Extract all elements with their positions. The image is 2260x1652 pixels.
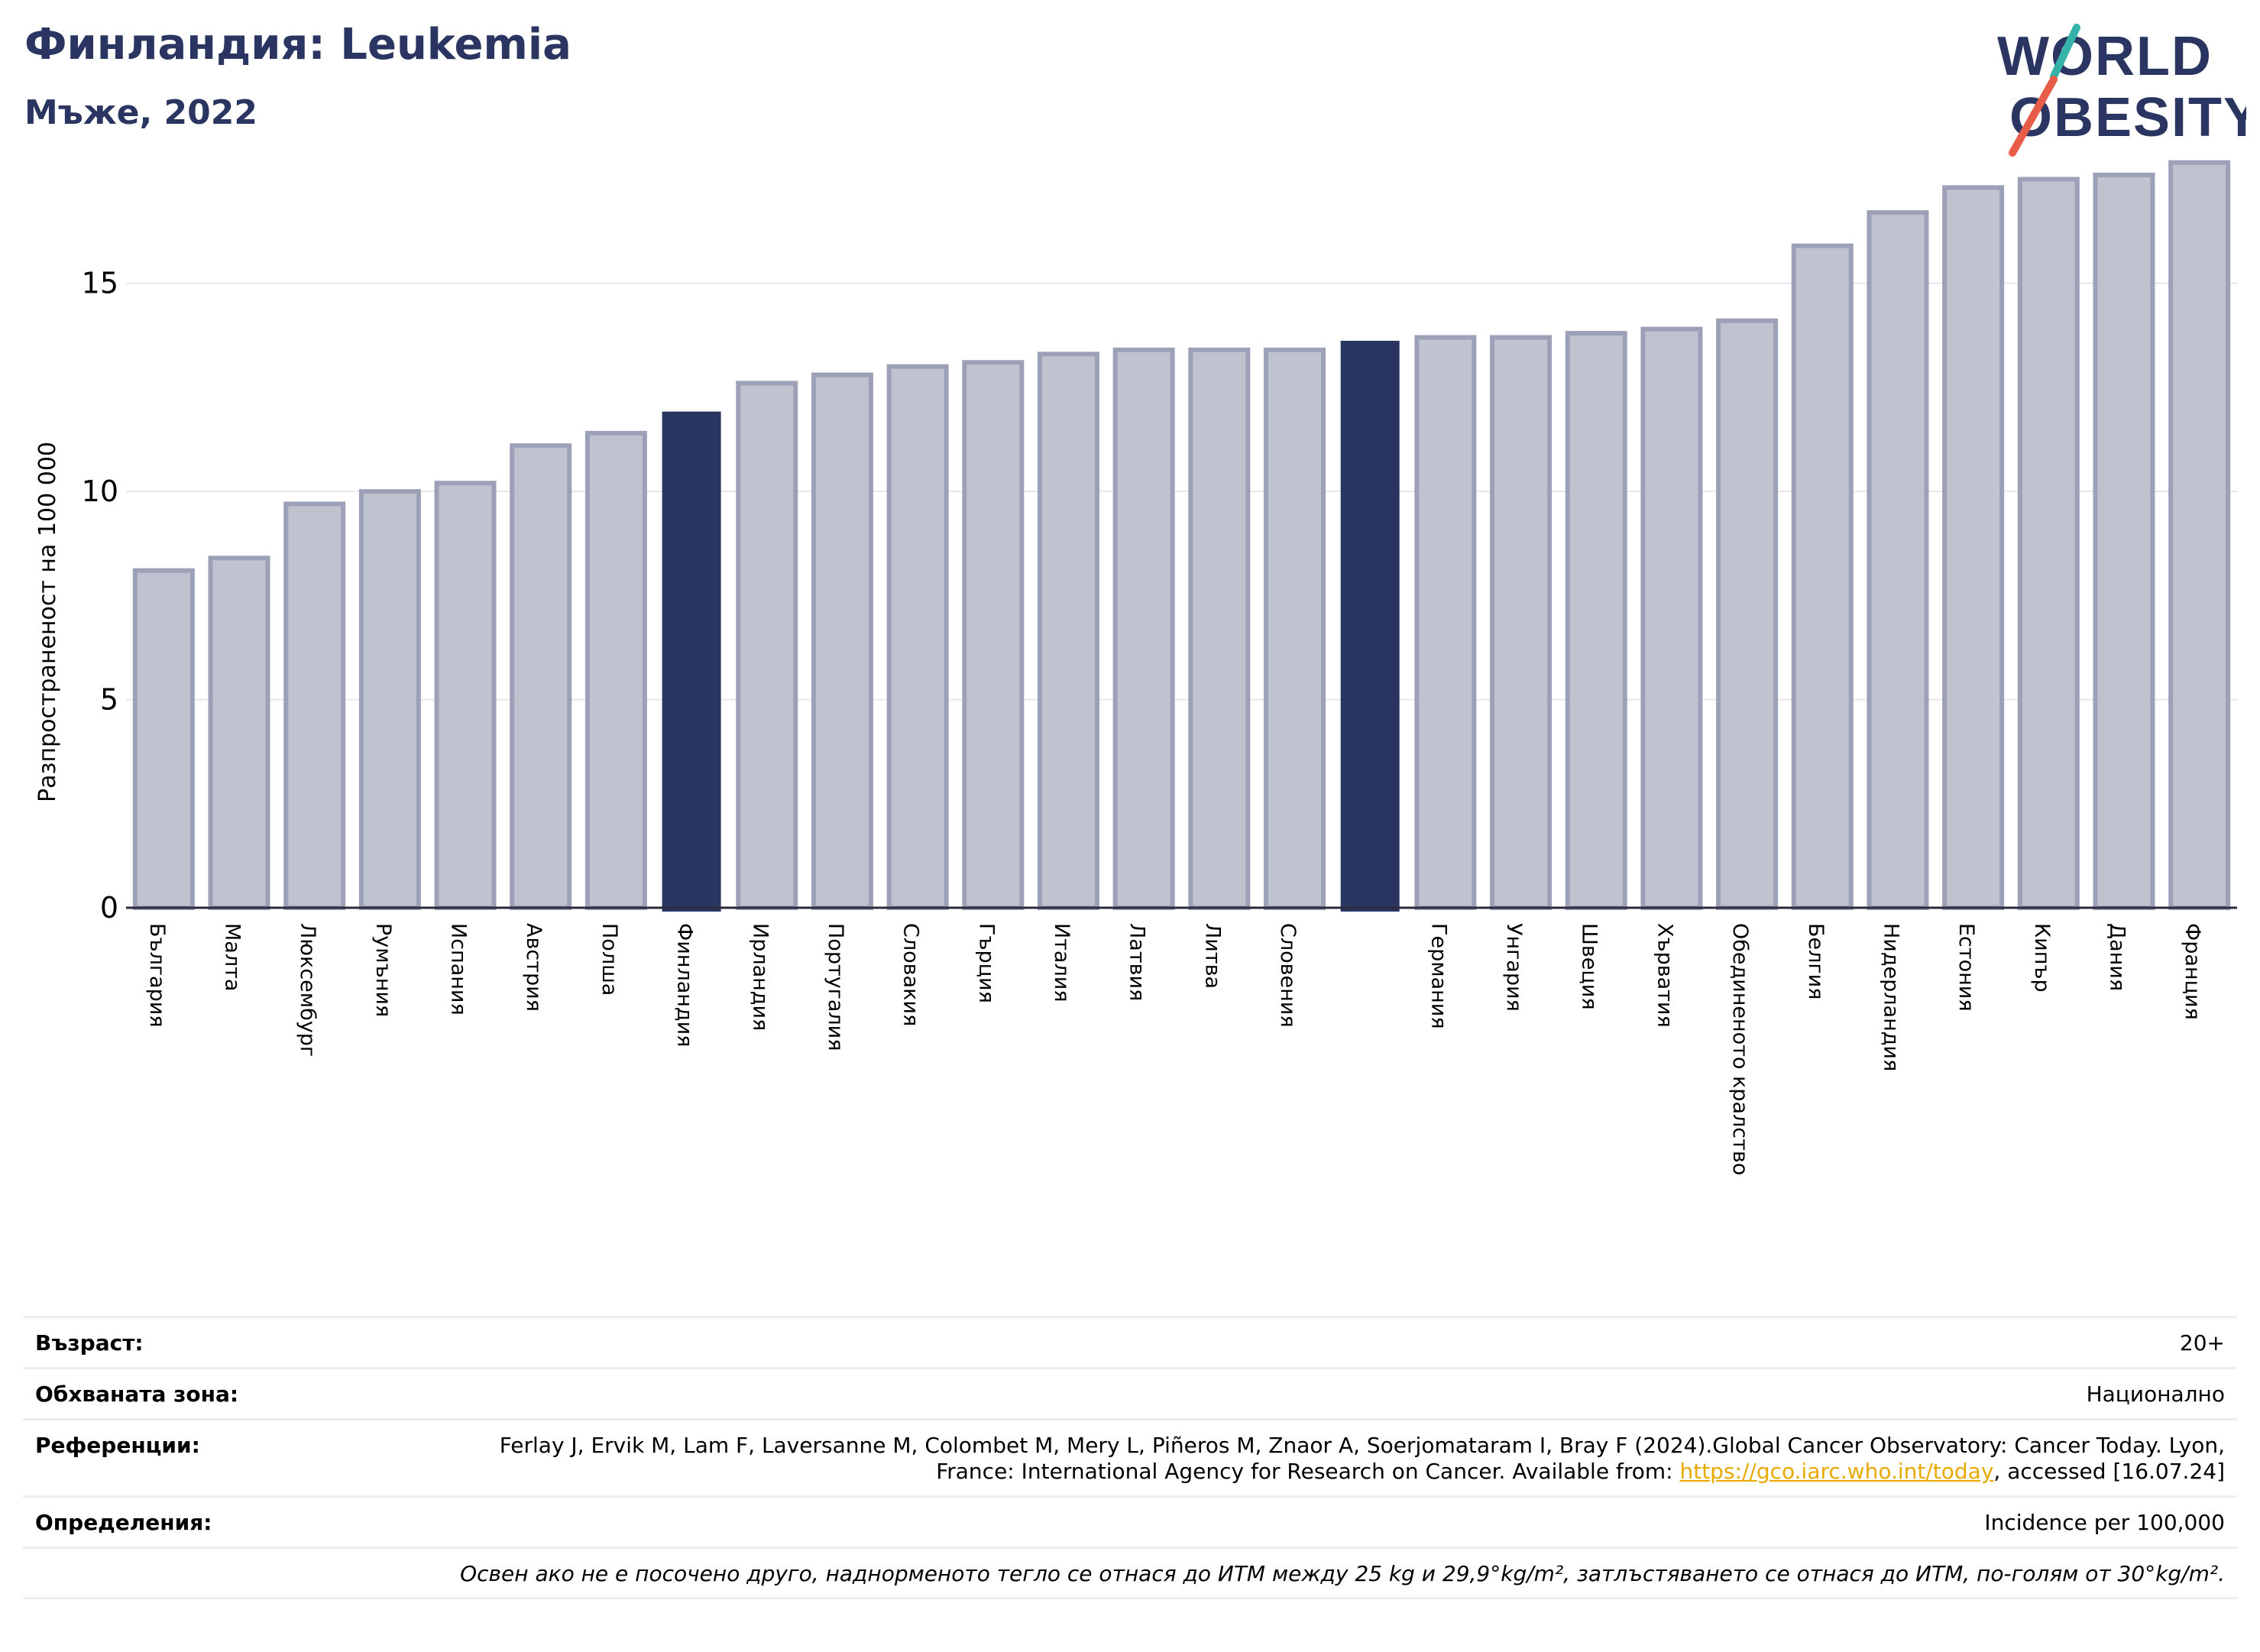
page-title: Финландия: Leukemia <box>24 20 571 70</box>
bar <box>1112 347 1175 910</box>
bar <box>283 501 346 910</box>
x-tick-label: Литва <box>1200 923 1224 989</box>
bar <box>1414 335 1477 910</box>
x-tick-label: Люксембург <box>296 923 319 1057</box>
bar <box>358 489 421 910</box>
bar <box>2017 177 2080 910</box>
x-tick-label: Дания <box>2105 923 2129 991</box>
bar <box>1340 340 1400 912</box>
x-tick-label: Унгария <box>1502 923 1526 1012</box>
x-tick-labels: България Малта Люксембург Румъния Испания Авс… <box>145 923 2204 1175</box>
footnote: Освен ако не е посочено друго, наднормен… <box>460 1561 2225 1586</box>
references-value: Ferlay J, Ervik M, Lam F, Laversanne M, … <box>468 1433 2225 1485</box>
x-tick-label: Полша <box>597 923 621 996</box>
bar <box>1791 243 1854 910</box>
logo-slash-teal <box>2050 24 2080 80</box>
bar <box>1188 347 1251 910</box>
x-tick-label: Ирландия <box>748 923 772 1031</box>
x-tick-label: Латвия <box>1125 923 1149 1001</box>
x-tick-label: Белгия <box>1804 923 1828 999</box>
bar <box>811 372 873 910</box>
bar <box>962 360 1025 910</box>
bar <box>208 556 270 911</box>
area-value: Национално <box>2086 1382 2225 1407</box>
bar <box>2168 160 2231 910</box>
x-tick-label: Обединеното кралство <box>1728 923 1752 1175</box>
x-tick-label: Германия <box>1426 923 1450 1029</box>
definitions-label: Определения: <box>35 1510 212 1535</box>
x-tick-label: Естония <box>1954 923 1978 1012</box>
bar <box>1490 335 1553 910</box>
y-tick-label: 0 <box>100 891 118 925</box>
x-tick-label: Гърция <box>974 923 998 1003</box>
bar <box>1867 210 1929 910</box>
age-label: Възраст: <box>35 1330 144 1356</box>
x-tick-label: Нидерландия <box>1879 923 1902 1071</box>
info-row-age: Възраст: 20+ <box>23 1316 2237 1367</box>
y-axis-label: Разпространеност на 100 000 <box>34 442 61 802</box>
bar <box>736 381 798 910</box>
logo-word-obesity: OBESITY <box>2009 87 2246 148</box>
y-tick-label: 15 <box>82 267 118 300</box>
logo-word-world: WORLD <box>1997 26 2213 87</box>
x-tick-label: Кипър <box>2030 923 2054 993</box>
bar <box>132 568 195 911</box>
bar <box>2093 173 2155 910</box>
x-tick-label: Испания <box>447 923 471 1015</box>
x-tick-label: Португалия <box>824 923 847 1051</box>
x-tick-label: Италия <box>1050 923 1073 1003</box>
x-tick-label: Австрия <box>522 923 546 1012</box>
y-tick-label: 5 <box>100 683 118 717</box>
bar <box>1942 185 2005 910</box>
references-accessed: , accessed [16.07.24] <box>1993 1459 2225 1484</box>
references-label: Референции: <box>35 1433 200 1458</box>
page-subtitle: Мъже, 2022 <box>24 93 257 132</box>
bar <box>886 364 949 911</box>
y-tick-label: 10 <box>82 475 118 508</box>
x-tick-label: Хърватия <box>1653 923 1676 1028</box>
x-tick-label: Словакия <box>899 923 923 1026</box>
bar-chart: 0 5 10 15 България Малта Люксембург Румъния Исп… <box>34 160 2237 1175</box>
info-row-references: Референции: Ferlay J, Ervik M, Lam F, La… <box>23 1418 2237 1495</box>
x-tick-label: Румъния <box>371 923 395 1017</box>
y-tick-labels: 0 5 10 15 <box>82 267 118 925</box>
bar <box>662 411 721 912</box>
bar <box>1264 347 1326 910</box>
world-obesity-logo: WORLD OBESITY <box>1997 24 2246 157</box>
x-tick-label: Финландия <box>673 923 697 1047</box>
definitions-value: Incidence per 100,000 <box>1984 1510 2225 1535</box>
bar <box>1037 351 1099 911</box>
area-label: Обхваната зона: <box>35 1382 239 1407</box>
references-text: Ferlay J, Ervik M, Lam F, Laversanne M, … <box>499 1433 2225 1484</box>
x-tick-label: Франция <box>2181 923 2204 1020</box>
bar <box>510 443 572 910</box>
x-tick-label: България <box>145 923 169 1028</box>
age-value: 20+ <box>2179 1330 2225 1356</box>
bar <box>1640 326 1703 911</box>
info-row-note: Освен ако не е посочено друго, наднормен… <box>23 1547 2237 1599</box>
x-tick-label: Швеция <box>1578 923 1601 1010</box>
references-link[interactable]: https://gco.iarc.who.int/today <box>1679 1459 1994 1484</box>
bar <box>584 430 647 910</box>
bar <box>1716 318 1779 910</box>
info-table: Възраст: 20+ Обхваната зона: Национално … <box>23 1316 2237 1599</box>
bar <box>1565 331 1627 910</box>
bar <box>434 481 497 910</box>
info-row-area: Обхваната зона: Национално <box>23 1367 2237 1418</box>
bars <box>132 160 2231 912</box>
x-tick-label: Словения <box>1276 923 1300 1028</box>
info-row-definitions: Определения: Incidence per 100,000 <box>23 1495 2237 1547</box>
x-tick-label: Малта <box>221 923 244 991</box>
logo-slash-red <box>2009 76 2058 157</box>
